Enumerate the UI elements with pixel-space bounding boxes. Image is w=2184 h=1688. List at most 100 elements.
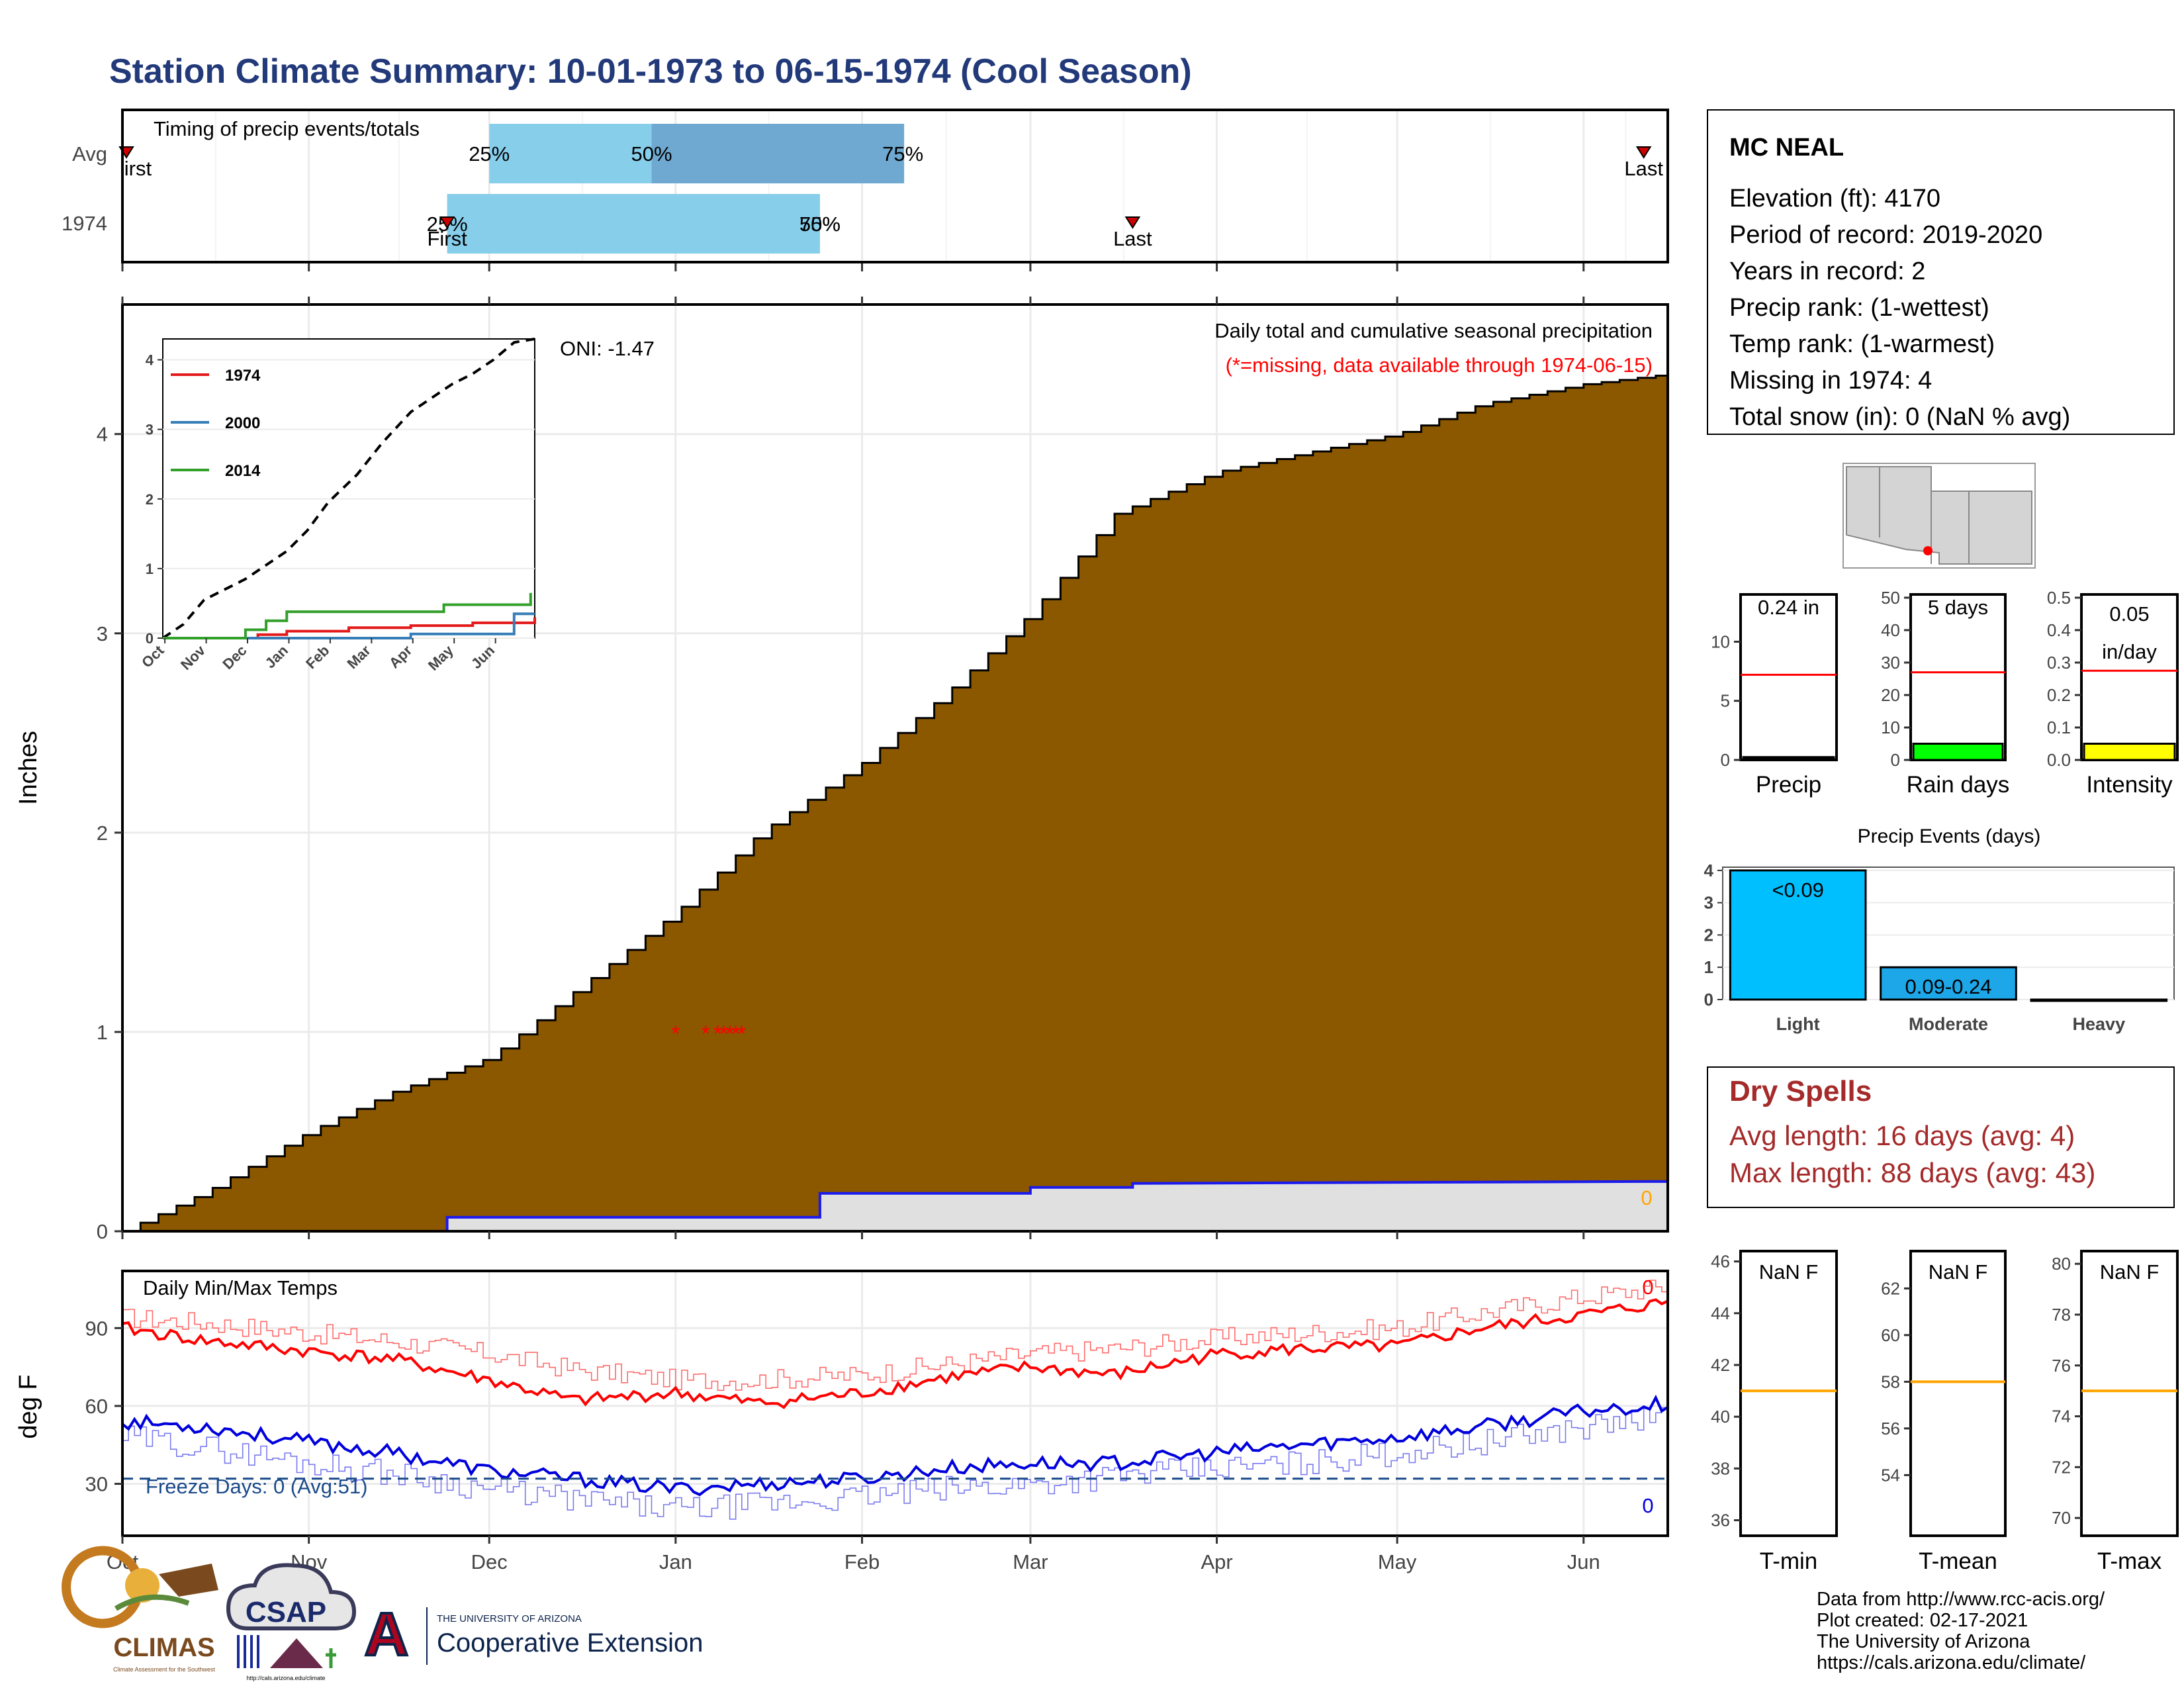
stat-ytick-label: 0.1 — [2047, 718, 2071, 737]
events-bar — [1880, 966, 2017, 1001]
events-ytick-label: 2 — [1704, 925, 1713, 945]
stat-panel-stat-raindays: 0 10 20 30 40 50 5 days Rain days — [1881, 588, 2009, 798]
temp-ytick-label: 42 — [1711, 1355, 1730, 1375]
temp-label: T-max — [2097, 1548, 2162, 1574]
stat-ytick-label: 20 — [1881, 685, 1900, 705]
events-bar — [1729, 869, 1867, 1001]
temp-value-label: NaN F — [2100, 1260, 2160, 1284]
stat-label: Precip — [1756, 772, 1821, 798]
inset-xtick-label: Mar — [344, 642, 375, 673]
precip-ytick-label: 0 — [97, 1220, 108, 1243]
month-label: Apr — [1201, 1550, 1232, 1573]
cumulative-precip-area — [122, 375, 1669, 1233]
temp-ytick-label: 62 — [1881, 1278, 1900, 1298]
stat-label: Rain days — [1907, 772, 2010, 798]
temp-ytick-label: 74 — [2052, 1407, 2071, 1427]
stat-ytick-label: 5 — [1721, 691, 1730, 711]
month-label: Jun — [1567, 1550, 1600, 1573]
station-line: Total snow (in): 0 (NaN % avg) — [1729, 403, 2070, 431]
temp-value-label: NaN F — [1929, 1260, 1988, 1284]
events-category-label: Moderate — [1909, 1014, 1988, 1034]
temp-panel-temp-tmax: 70 72 74 76 78 80 NaN F T-max — [2052, 1250, 2179, 1574]
temp-frame — [1739, 1250, 1838, 1537]
missing-day-mark: * — [671, 1021, 680, 1047]
credit-line: Plot created: 02-17-2021 — [1817, 1610, 2028, 1631]
inset-xtick-label: Feb — [302, 642, 332, 672]
stat-panel-stat-precip: 0 5 10 0.24 in Precip — [1711, 593, 1838, 798]
inset-ytick-label: 0 — [146, 630, 154, 647]
dry-spells-title: Dry Spells — [1729, 1075, 1872, 1107]
temp-ytick-label: 72 — [2052, 1457, 2071, 1477]
inset-legend-label: 2014 — [225, 462, 261, 480]
station-name: MC NEAL — [1729, 134, 1844, 162]
inset-line-1974 — [163, 617, 536, 639]
timing-clip-mask — [93, 157, 122, 183]
page-title: Station Climate Summary: 10-01-1973 to 0… — [109, 52, 1192, 91]
stat-ytick-label: 50 — [1881, 588, 1900, 608]
stat-frame — [2080, 593, 2179, 761]
tmax-line — [122, 1298, 1668, 1409]
avg-q50-label: 50% — [631, 142, 672, 165]
temp-ytick-label: 76 — [2052, 1356, 2071, 1376]
timing-row-avg: Avg — [72, 142, 107, 165]
missing-day-mark: * — [702, 1021, 710, 1047]
stat-value-label: 5 days — [1928, 596, 1988, 619]
temp-value-label: NaN F — [1759, 1260, 1819, 1284]
dry-spells-max: Max length: 88 days (avg: 43) — [1729, 1157, 2095, 1188]
climas-logo: CLIMAS Climate Assessment for the Southw… — [62, 1546, 218, 1673]
station-line: Missing in 1974: 4 — [1729, 367, 1932, 395]
events-bar-label: 0.09-0.24 — [1905, 975, 1992, 998]
stat-value-label: 0.24 in — [1758, 596, 1819, 619]
temp-ytick-label: 78 — [2052, 1305, 2071, 1325]
precip-title: Daily total and cumulative seasonal prec… — [1214, 319, 1653, 342]
events-chart: 0 1 2 3 4 <0.09 Light 0.09-0.24 Moderate Heavy — [1704, 861, 2175, 1034]
temps-ytick-label: 30 — [85, 1473, 108, 1496]
stat-frame — [1739, 593, 1838, 761]
temp-panel-temp-tmin: 36 38 40 42 44 46 NaN F T-min — [1711, 1250, 1838, 1574]
temp-label: T-min — [1760, 1548, 1818, 1574]
stat-ytick-label: 0.3 — [2047, 653, 2071, 673]
temp-ytick-label: 40 — [1711, 1407, 1730, 1427]
month-label: Jan — [659, 1550, 692, 1573]
station-box: MC NEAL Elevation (ft): 4170 Period of r… — [1707, 109, 2175, 435]
inset-xtick-label: Jan — [261, 642, 291, 671]
tmin-end-label: 0 — [1642, 1494, 1653, 1517]
stat-value-bar — [1742, 756, 1835, 761]
precip-ylabel: Inches — [15, 731, 42, 805]
temp-ytick-label: 80 — [2052, 1254, 2071, 1274]
avg-last-marker — [1635, 146, 1652, 159]
events-ytick-label: 4 — [1704, 861, 1714, 880]
credit-line: The University of Arizona — [1817, 1631, 2030, 1652]
events-category-label: Heavy — [2073, 1014, 2126, 1034]
month-axis: Oct Nov Dec Jan Feb Mar Apr May Jun — [107, 1536, 1600, 1573]
events-ytick-label: 3 — [1704, 893, 1713, 913]
temp-ytick-label: 44 — [1711, 1303, 1730, 1323]
temps-ytick-label: 60 — [85, 1395, 108, 1418]
events-ytick-label: 1 — [1704, 957, 1713, 977]
events-bar-label: <0.09 — [1772, 878, 1823, 902]
stat-ytick-label: 0.0 — [2047, 750, 2071, 770]
station-line: Precip rank: (1-wettest) — [1729, 294, 1989, 322]
inset-ytick-label: 3 — [146, 422, 154, 438]
inset-ytick-label: 2 — [146, 491, 154, 508]
events-title: Precip Events (days) — [1858, 825, 2041, 847]
stat-value-unit: in/day — [2102, 640, 2157, 663]
inset-legend-label: 1974 — [225, 367, 261, 385]
month-label: Feb — [844, 1550, 880, 1573]
stat-ytick-label: 0.4 — [2047, 620, 2071, 640]
stat-ytick-label: 0.5 — [2047, 588, 2071, 608]
temp-ytick-label: 56 — [1881, 1419, 1900, 1438]
stat-ytick-label: 0 — [1891, 750, 1900, 770]
timing-title: Timing of precip events/totals — [154, 117, 420, 140]
freeze-days-label: Freeze Days: 0 (Avg:51) — [146, 1475, 367, 1498]
station-line: Temp rank: (1-warmest) — [1729, 330, 1995, 358]
station-line: Period of record: 2019-2020 — [1729, 221, 2042, 249]
inset-chart: 1974 2000 2014 0 1 2 3 4 Oct Nov Dec Jan Feb Mar Apr M… — [138, 338, 536, 674]
inset-xtick-label: Dec — [219, 642, 250, 673]
temp-frame — [2080, 1250, 2179, 1537]
csap-wordmark: CSAP — [246, 1596, 326, 1628]
credit-line: https://cals.arizona.edu/climate/ — [1817, 1652, 2086, 1673]
temp-ytick-label: 54 — [1881, 1465, 1900, 1485]
